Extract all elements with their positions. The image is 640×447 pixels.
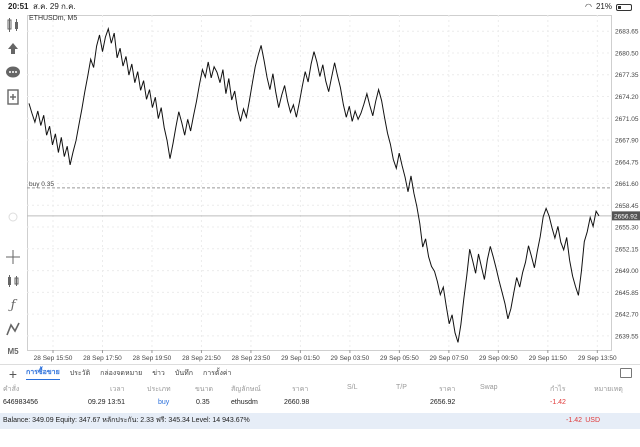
time-tick-label: 28 Sep 23:50 [232,355,271,362]
time-tick-label: 28 Sep 21:50 [182,355,221,362]
col-size: ขนาด [195,386,214,393]
status-date: ส.ค. 29 ก.ค. [33,2,76,11]
tab-trade[interactable]: การซื้อขาย [26,367,60,380]
panel-toggle-icon[interactable] [620,368,632,378]
current-price-box [612,211,640,221]
col-swap: Swap [480,384,498,391]
price-tick-label: 2667.90 [615,138,639,145]
plot-frame [27,15,612,351]
current-price-label: 2656.92 [614,213,638,220]
col-profit: กำไร [550,386,566,393]
indicators-icon[interactable] [4,272,22,290]
crosshair-faded-icon [4,208,22,226]
price-chart[interactable]: 2683.65 2680.50 2677.35 2674.20 2671.05 2667.… [27,14,640,366]
time-tick-label: 29 Sep 03:50 [331,355,370,362]
status-time: 20:51 [8,2,29,11]
price-tick-label: 2664.75 [615,159,639,166]
row-size: 0.35 [196,399,210,406]
row-time: 09.29 13:51 [88,399,125,406]
col-symbol: สัญลักษณ์ [231,386,261,393]
col-tp: T/P [396,384,407,391]
table-row[interactable]: 646983456 09.29 13:51 buy 0.35 ethusdm 2… [0,397,640,412]
time-tick-label: 29 Sep 13:50 [578,355,617,362]
price-tick-label: 2671.05 [615,116,639,123]
time-tick-label: 29 Sep 01:50 [281,355,320,362]
price-chart-svg: 2683.65 2680.50 2677.35 2674.20 2671.05 2667.… [27,15,640,362]
currency-label: USD [585,417,600,424]
price-tick-label: 2658.45 [615,203,639,210]
col-sl: S/L [347,384,358,391]
col-time: เวลา [110,386,125,393]
price-tick-label: 2683.65 [615,29,639,36]
table-header: คำสั่ง เวลา ประเภท ขนาด สัญลักษณ์ ราคา S… [0,382,640,396]
price-tick-label: 2652.15 [615,246,639,253]
crosshair-icon[interactable] [4,248,22,266]
objects-icon[interactable] [4,320,22,338]
battery-icon [616,3,632,11]
position-line-label: buy 0.35 [29,181,54,188]
time-tick-label: 28 Sep 17:50 [83,355,122,362]
left-toolbar: ƒ M5 [0,14,26,364]
account-summary: Balance: 349.09 Equity: 347.67 หลักประกั… [0,413,640,429]
wifi-icon: ◠ [585,2,592,11]
price-tick-label: 2645.85 [615,290,639,297]
col-price: ราคา [439,386,456,393]
time-tick-label: 29 Sep 11:50 [529,355,568,362]
row-open-price: 2660.98 [284,399,310,406]
tab-mailbox[interactable]: กล่องจดหมาย [100,370,143,377]
function-icon[interactable]: ƒ [10,297,16,313]
col-open-price: ราคา [292,386,309,393]
price-tick-label: 2639.55 [615,333,639,340]
price-series-line [28,26,600,343]
status-right: ◠ 21% [585,0,632,14]
new-order-icon[interactable] [4,88,22,106]
tab-journal[interactable]: บันทึก [174,370,193,377]
time-tick-label: 29 Sep 09:50 [479,355,518,362]
battery-percent: 21% [595,2,612,11]
price-tick-label: 2642.70 [615,312,639,319]
row-order: 646983456 [3,399,39,406]
row-symbol: ethusdm [231,399,258,406]
add-icon[interactable]: + [8,365,18,382]
chat-icon[interactable] [4,64,22,82]
time-tick-label: 29 Sep 05:50 [380,355,419,362]
row-profit: -1.42 [550,399,566,406]
col-comment: หมายเหตุ [594,386,623,393]
col-order: คำสั่ง [3,386,20,393]
price-tick-label: 2674.20 [615,94,639,101]
price-tick-label: 2661.60 [615,181,639,188]
price-tick-label: 2655.30 [615,225,639,232]
chart-type-icon[interactable] [4,16,22,34]
time-tick-label: 28 Sep 15:50 [34,355,73,362]
tab-settings[interactable]: การตั้งค่า [202,370,232,377]
row-type: buy [158,399,170,406]
terminal-tabs: + การซื้อขาย ประวัติ กล่องจดหมาย ข่าว บั… [0,364,640,382]
price-tick-label: 2649.00 [615,268,639,275]
status-bar: 20:51 ส.ค. 29 ก.ค. ◠ 21% [0,0,640,14]
total-profit: -1.42 [566,417,582,424]
tab-history[interactable]: ประวัติ [69,370,91,377]
tab-news[interactable]: ข่าว [152,370,165,377]
time-tick-label: 29 Sep 07:50 [430,355,469,362]
balance-text: Balance: 349.09 Equity: 347.67 หลักประกั… [3,417,250,424]
row-price: 2656.92 [430,399,456,406]
timeframe-icon[interactable]: M5 [7,346,19,356]
time-tick-label: 28 Sep 19:50 [133,355,172,362]
trade-icon[interactable] [4,40,22,58]
chart-symbol-label: ETHUSDm, M5 [29,15,78,22]
col-type: ประเภท [147,386,171,393]
price-tick-label: 2680.50 [615,50,639,57]
price-tick-label: 2677.35 [615,72,639,79]
